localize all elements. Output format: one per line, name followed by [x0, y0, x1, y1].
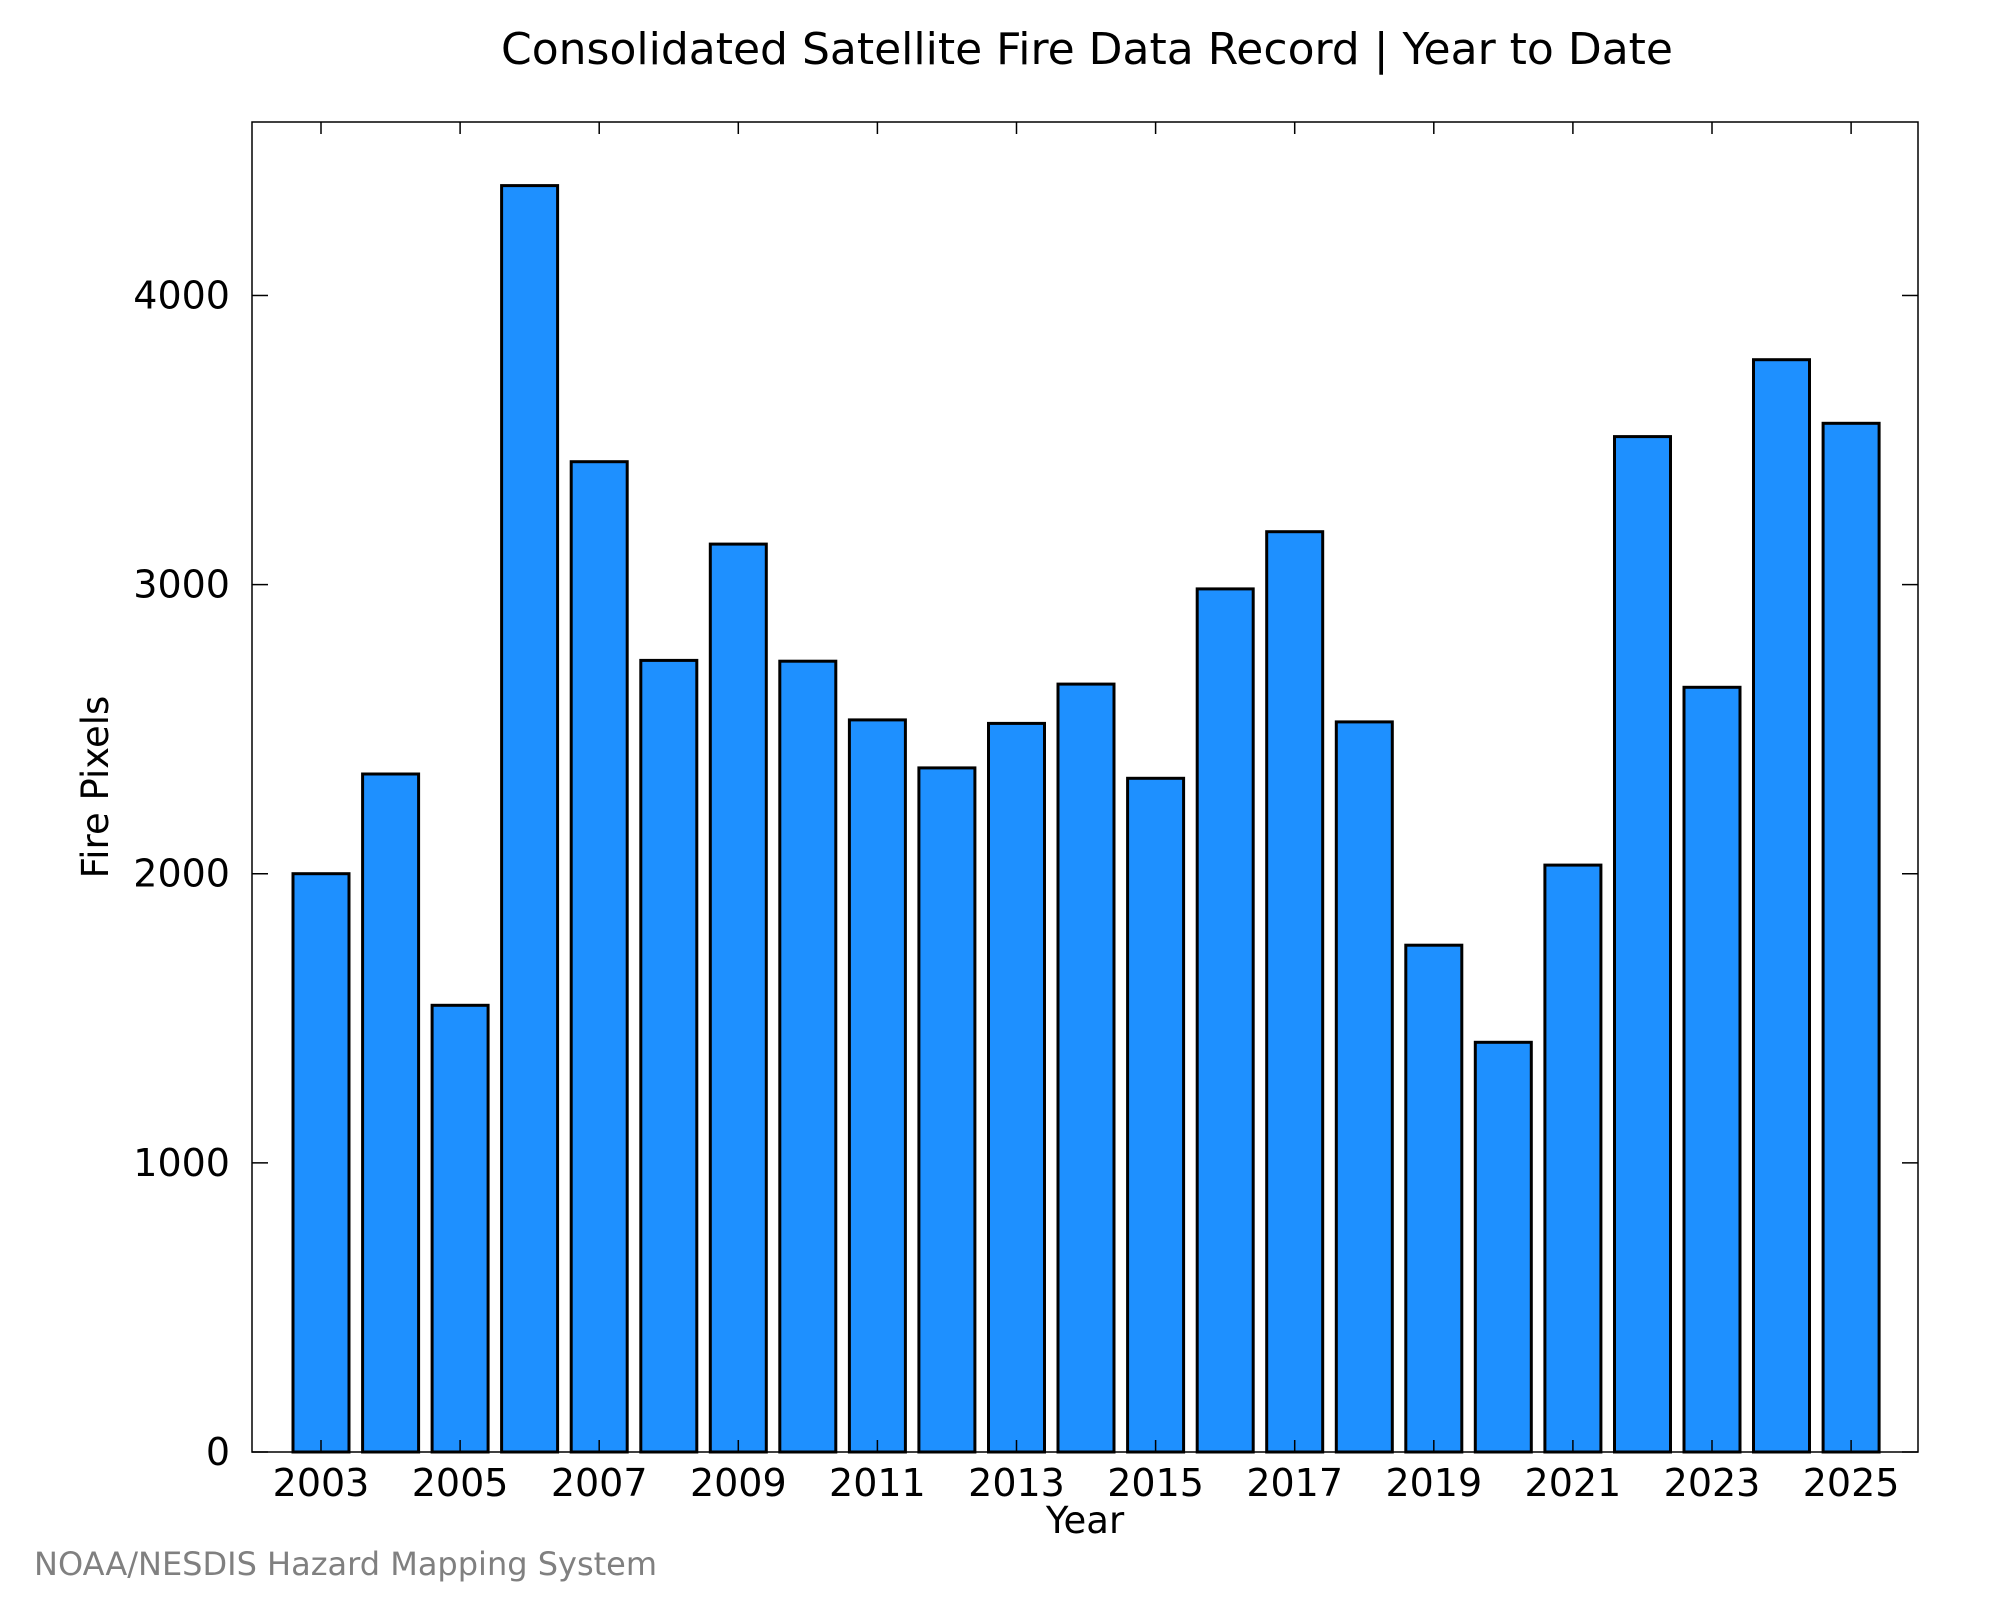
x-tick-label-2019: 2019: [1385, 1461, 1482, 1505]
y-axis: 0 1000 2000 3000 4000: [133, 273, 1918, 1474]
bar-2014: [1056, 682, 1116, 1454]
x-tick-label-2007: 2007: [551, 1461, 648, 1505]
bar-2004: [361, 772, 421, 1454]
bar-2007: [569, 460, 629, 1454]
x-tick-label-2025: 2025: [1803, 1461, 1900, 1505]
source-credit: NOAA/NESDIS Hazard Mapping System: [34, 1545, 657, 1583]
x-tick-label-2023: 2023: [1664, 1461, 1761, 1505]
bars-group: [291, 184, 1881, 1454]
bar-2023: [1682, 685, 1742, 1454]
bar-2013: [987, 721, 1046, 1454]
x-tick-label-2005: 2005: [412, 1461, 509, 1505]
x-axis-label: Year: [1045, 1499, 1125, 1542]
x-tick-label-2003: 2003: [273, 1461, 370, 1505]
bar-2019: [1404, 943, 1464, 1454]
y-tick-label-0: 0: [206, 1430, 230, 1474]
bar-2022: [1613, 435, 1672, 1454]
bar-2008: [639, 658, 699, 1454]
y-tick-label-1000: 1000: [133, 1141, 230, 1185]
bar-2011: [847, 718, 907, 1454]
x-tick-label-2015: 2015: [1107, 1461, 1204, 1505]
y-tick-label-2000: 2000: [133, 852, 230, 896]
plot-frame: [251, 121, 1919, 1453]
y-axis-label: Fire Pixels: [74, 696, 117, 879]
y-tick-label-3000: 3000: [133, 563, 230, 607]
bar-2017: [1265, 530, 1325, 1454]
y-tick-label-4000: 4000: [133, 273, 230, 317]
bar-2020: [1473, 1040, 1533, 1454]
x-tick-label-2009: 2009: [690, 1461, 787, 1505]
x-tick-label-2021: 2021: [1525, 1461, 1622, 1505]
x-tick-label-2017: 2017: [1246, 1461, 1343, 1505]
x-axis: 2003 2005 2007 2009 2011 2013 2015 2017 2019 2021…: [273, 122, 1900, 1505]
bar-2018: [1334, 720, 1394, 1454]
bar-2003: [291, 872, 351, 1454]
x-tick-label-2013: 2013: [968, 1461, 1065, 1505]
bar-2016: [1195, 587, 1255, 1454]
bar-2024: [1752, 358, 1811, 1454]
bar-2025: [1821, 421, 1881, 1454]
bar-2012: [917, 766, 977, 1454]
bar-2005: [430, 1003, 490, 1454]
chart-title: Consolidated Satellite Fire Data Record …: [501, 24, 1673, 75]
bar-2006: [500, 184, 560, 1454]
x-tick-label-2011: 2011: [829, 1461, 926, 1505]
bar-2021: [1543, 863, 1603, 1454]
bar-2010: [778, 659, 838, 1454]
bar-2015: [1126, 776, 1186, 1454]
bar-2009: [708, 542, 768, 1454]
